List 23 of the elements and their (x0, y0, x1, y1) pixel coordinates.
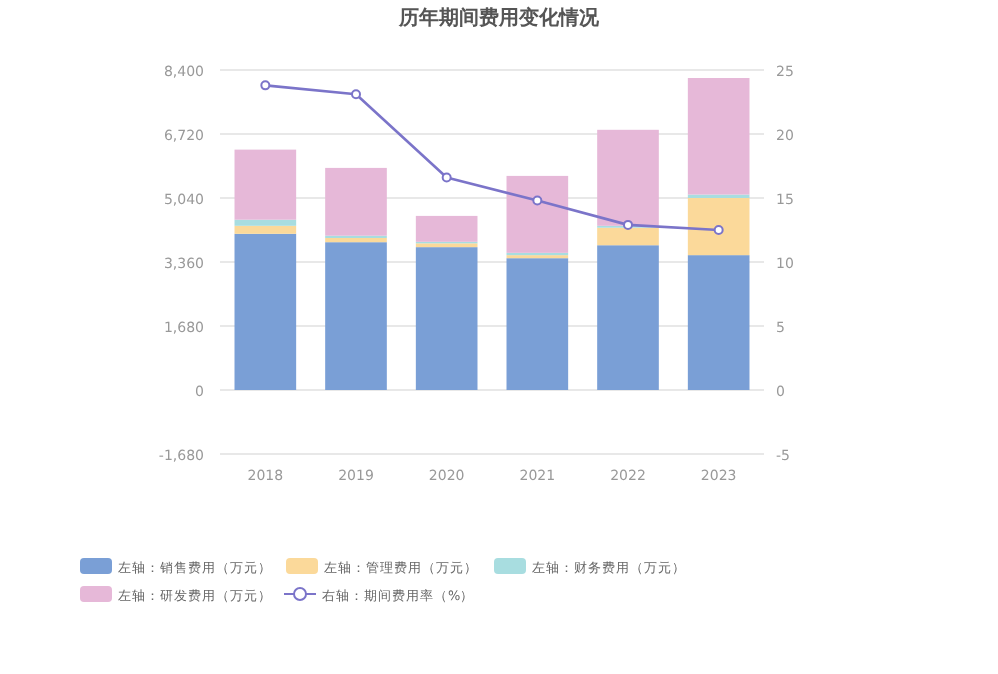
point (713, 225, 724, 235)
bar (506, 258, 569, 390)
bar (415, 247, 478, 390)
bar (687, 198, 750, 256)
bar (234, 233, 297, 390)
point (532, 195, 543, 206)
bar (234, 219, 297, 226)
bar (325, 242, 387, 390)
bar (597, 245, 659, 390)
bar (506, 175, 569, 253)
bar (325, 167, 387, 236)
point (441, 172, 452, 183)
bar (234, 225, 297, 234)
bar (234, 149, 297, 220)
bar (597, 227, 659, 246)
bar (687, 78, 750, 195)
bar (597, 129, 659, 226)
bar (415, 215, 478, 242)
point (623, 219, 633, 230)
point (260, 80, 271, 91)
point (351, 89, 361, 100)
bar (687, 255, 750, 390)
chart-title: 历年期间费用变化情况 (397, 6, 601, 30)
